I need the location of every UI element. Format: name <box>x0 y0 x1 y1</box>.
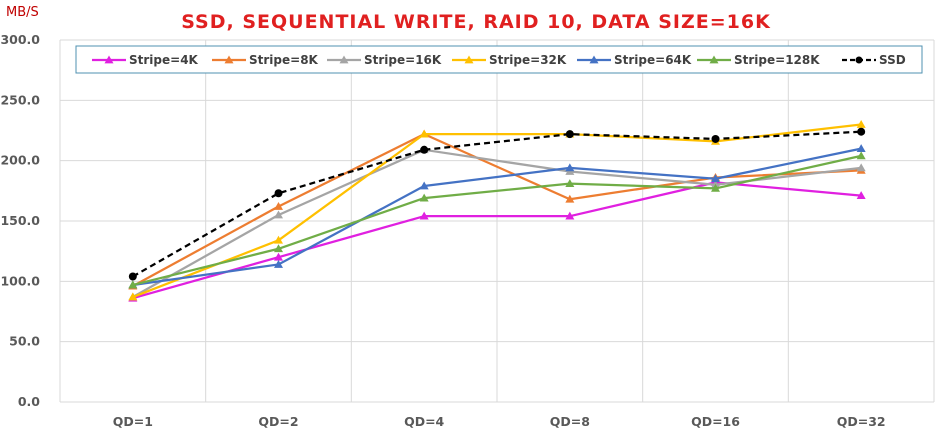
series-line <box>132 132 862 288</box>
legend-item: Stripe=64K <box>577 53 692 67</box>
y-tick-label: 100.0 <box>0 273 40 288</box>
legend-item: SSD <box>842 53 906 67</box>
data-point <box>128 292 138 301</box>
legend: Stripe=4K Stripe=8K Stripe=16K Stripe=32K St… <box>75 45 923 74</box>
legend-item: Stripe=128K <box>697 53 820 67</box>
data-point <box>711 183 720 192</box>
data-point <box>274 252 283 261</box>
data-point <box>565 163 575 172</box>
legend-marker <box>855 56 863 64</box>
legend-item: Stripe=8K <box>212 53 319 67</box>
series-line <box>132 130 862 278</box>
y-tick-label: 0.0 <box>18 394 40 409</box>
data-point <box>565 194 575 203</box>
data-point <box>711 174 720 183</box>
data-point <box>419 193 429 202</box>
data-point <box>565 179 575 187</box>
data-point <box>274 202 283 210</box>
data-point <box>565 130 574 139</box>
legend-label: SSD <box>879 53 906 67</box>
data-point <box>856 163 866 172</box>
axis-ticks: 0.0 50.0 100.0 150.0 200.0 250.0 300.0 QD=1 QD=2… <box>0 32 885 429</box>
legend-label: Stripe=32K <box>489 53 567 67</box>
data-point <box>128 272 137 281</box>
data-point <box>856 151 866 160</box>
chart-title: SSD, SEQUENTIAL WRITE, RAID 10, DATA SIZ… <box>181 11 771 33</box>
data-point <box>856 191 866 200</box>
legend-marker <box>709 55 719 64</box>
data-point <box>711 134 720 143</box>
series-stripe-128k <box>128 151 866 289</box>
data-point <box>274 210 283 219</box>
legend-marker <box>339 55 349 64</box>
legend-label: Stripe=4K <box>129 53 199 67</box>
legend-marker <box>589 55 599 64</box>
data-point <box>419 181 429 190</box>
series-lines <box>128 119 866 302</box>
y-tick-label: 150.0 <box>0 213 40 228</box>
legend-marker <box>464 55 474 64</box>
legend-label: Stripe=8K <box>249 53 319 67</box>
data-point <box>856 119 866 128</box>
data-point <box>419 129 429 138</box>
data-point <box>274 235 283 244</box>
x-tick-label: QD=1 <box>113 414 153 429</box>
series-line <box>132 123 862 299</box>
gridlines <box>59 39 935 403</box>
data-point <box>420 145 429 154</box>
data-point <box>419 211 429 220</box>
x-tick-label: QD=16 <box>691 414 740 429</box>
series-line <box>132 181 862 300</box>
series-line <box>132 154 862 287</box>
data-point <box>274 189 283 198</box>
x-tick-label: QD=32 <box>837 414 886 429</box>
data-point <box>565 211 575 220</box>
data-point <box>274 244 283 253</box>
legend-label: Stripe=64K <box>614 53 692 67</box>
legend-marker <box>104 55 114 64</box>
data-point <box>128 280 138 289</box>
data-point <box>856 144 866 152</box>
y-axis-label: MB/S <box>6 5 39 20</box>
legend-label: Stripe=16K <box>364 53 442 67</box>
legend-item: Stripe=32K <box>452 53 567 67</box>
legend-item: Stripe=4K <box>92 53 199 67</box>
data-point <box>274 259 283 268</box>
y-tick-label: 50.0 <box>9 334 40 349</box>
series-line <box>132 147 862 287</box>
series-ssd <box>128 127 866 281</box>
x-tick-label: QD=4 <box>404 414 444 429</box>
y-tick-label: 200.0 <box>0 153 40 168</box>
legend-marker <box>224 55 234 64</box>
data-point <box>857 127 866 136</box>
legend-item: Stripe=16K <box>327 53 442 67</box>
y-tick-label: 250.0 <box>0 92 40 107</box>
legend-label: Stripe=128K <box>734 53 820 67</box>
y-tick-label: 300.0 <box>0 32 40 47</box>
x-tick-label: QD=8 <box>550 414 590 429</box>
x-tick-label: QD=2 <box>258 414 298 429</box>
